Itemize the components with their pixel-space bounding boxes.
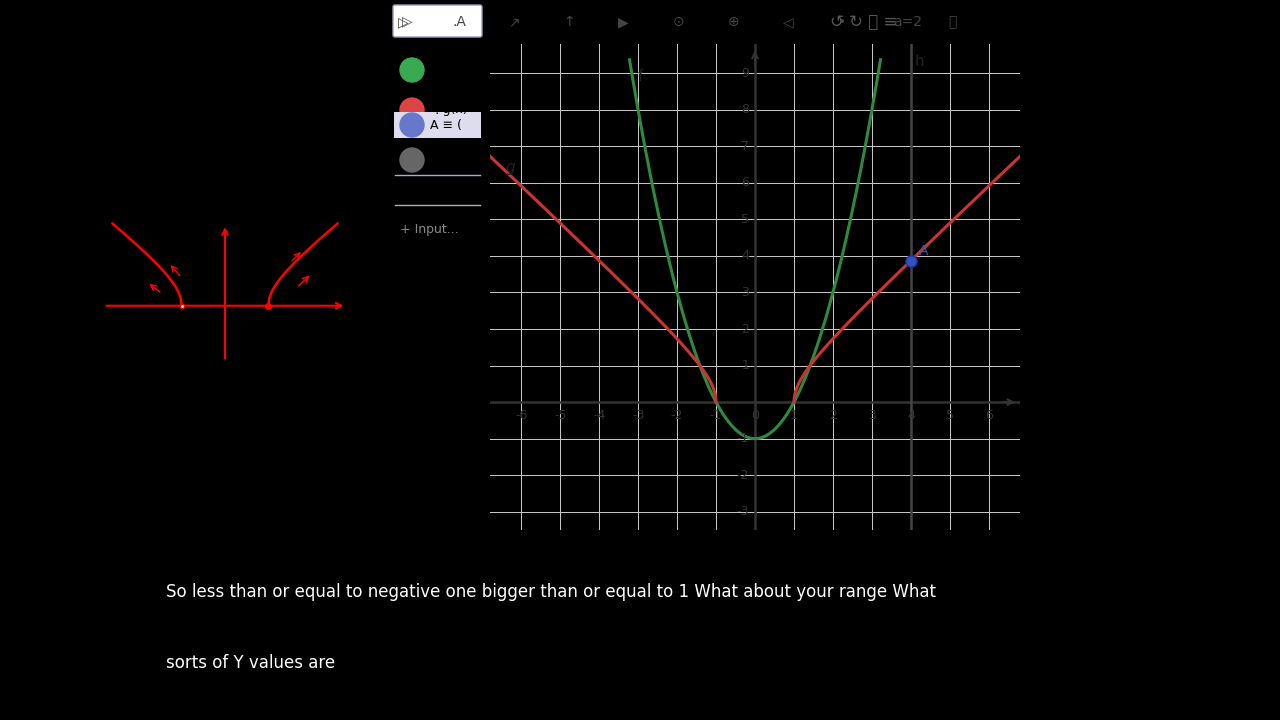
Text: + Input...: + Input... <box>399 223 458 236</box>
Text: functions. Show a key point .: functions. Show a key point . <box>95 64 335 79</box>
Text: 0: 0 <box>751 409 759 422</box>
Text: 7: 7 <box>741 140 749 153</box>
Circle shape <box>399 98 424 122</box>
Text: ◁: ◁ <box>783 15 794 29</box>
Text: a) Draw a rough sketch of the following: a) Draw a rough sketch of the following <box>95 42 397 57</box>
Text: ⋮ℕ: ⋮ℕ <box>430 63 453 76</box>
Text: .A: .A <box>453 15 467 29</box>
Text: -2: -2 <box>737 469 749 482</box>
Circle shape <box>399 113 424 137</box>
Text: 9: 9 <box>741 67 749 80</box>
Text: A: A <box>919 244 928 258</box>
Text: A ≡ (: A ≡ ( <box>430 119 462 132</box>
Text: -3: -3 <box>632 409 644 422</box>
Text: ↺ ↻ 🔍 ≡: ↺ ↻ 🔍 ≡ <box>829 13 897 31</box>
Text: ▷: ▷ <box>402 14 412 28</box>
Text: -1: -1 <box>737 432 749 445</box>
Text: b)$y = \sqrt{x^2 - 1}$: b)$y = \sqrt{x^2 - 1}$ <box>95 130 229 164</box>
Text: 6: 6 <box>741 176 749 189</box>
Circle shape <box>399 58 424 82</box>
Text: -5: -5 <box>554 409 566 422</box>
Text: domain =   x∈R, x≤-1 or x≥1: domain = x∈R, x≤-1 or x≥1 <box>95 375 321 390</box>
Text: -1: -1 <box>710 409 722 422</box>
Text: 5: 5 <box>946 409 954 422</box>
Text: ⋮g(x): ⋮g(x) <box>430 104 467 117</box>
Text: ▷: ▷ <box>398 15 408 29</box>
Text: ↑: ↑ <box>563 15 575 29</box>
Text: f: f <box>639 68 644 84</box>
Text: So less than or equal to negative one bigger than or equal to 1 What about your : So less than or equal to negative one bi… <box>166 583 937 601</box>
Text: ⊕: ⊕ <box>728 15 740 29</box>
Text: 1: 1 <box>741 359 749 372</box>
Text: g: g <box>506 160 516 175</box>
Text: 6: 6 <box>984 409 993 422</box>
Text: ⭐: ⭐ <box>948 15 956 29</box>
Text: ⋮h . Pe: ⋮h . Pe <box>430 153 477 166</box>
Text: 1: 1 <box>790 409 797 422</box>
Text: Graphing compositions of functions :: Graphing compositions of functions : <box>95 20 376 35</box>
Text: •: • <box>838 15 846 29</box>
Text: sorts of Y values are: sorts of Y values are <box>166 654 335 672</box>
Text: 2: 2 <box>829 409 837 422</box>
Circle shape <box>399 148 424 172</box>
FancyBboxPatch shape <box>394 112 481 138</box>
Text: 5: 5 <box>741 213 749 226</box>
Text: range =: range = <box>95 402 157 417</box>
Text: ↗: ↗ <box>508 15 520 29</box>
Text: 4: 4 <box>741 249 749 262</box>
Text: h: h <box>915 54 924 69</box>
Text: 8: 8 <box>741 103 749 116</box>
Text: 2: 2 <box>741 323 749 336</box>
Text: 3: 3 <box>741 286 749 299</box>
Text: -4: -4 <box>593 409 605 422</box>
Text: → x: → x <box>420 184 442 197</box>
Text: ⊙: ⊙ <box>673 15 685 29</box>
Text: b) State the domain and range.: b) State the domain and range. <box>95 86 356 101</box>
Text: 3: 3 <box>868 409 876 422</box>
Text: -6: -6 <box>515 409 527 422</box>
Text: a=2: a=2 <box>893 15 922 29</box>
Text: 4: 4 <box>908 409 915 422</box>
Text: -2: -2 <box>671 409 684 422</box>
FancyBboxPatch shape <box>393 5 483 37</box>
Text: -3: -3 <box>737 505 749 518</box>
Text: ▶: ▶ <box>618 15 628 29</box>
